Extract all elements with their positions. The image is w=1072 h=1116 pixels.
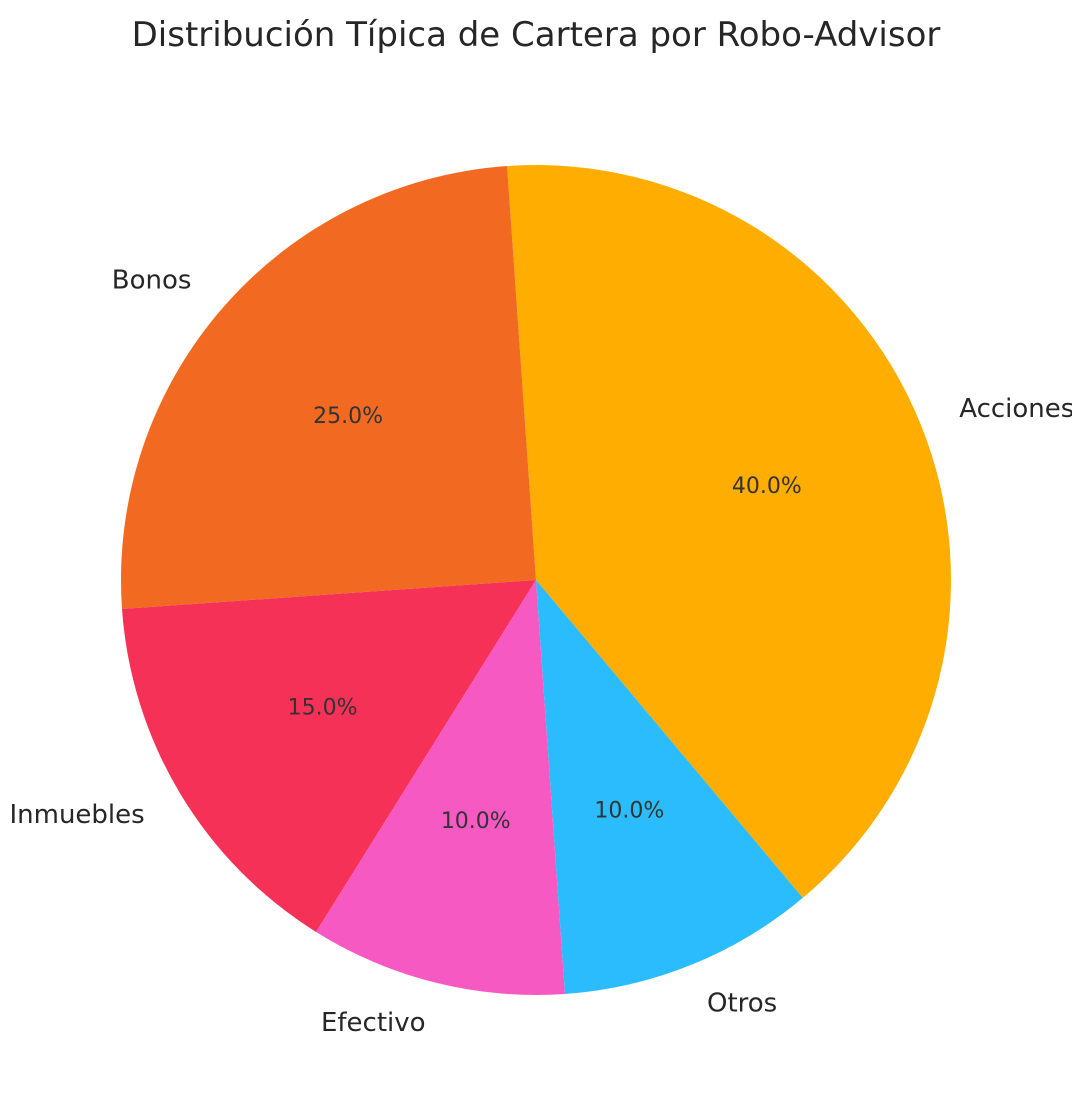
pie-slice-bonos xyxy=(120,166,536,609)
pct-label-efectivo: 10.0% xyxy=(441,809,511,834)
pie-slices xyxy=(120,165,951,995)
slice-label-acciones: Acciones xyxy=(959,394,1072,424)
pie-labels: 40.0% Acciones 25.0% Bonos 15.0% Inmuebles 10.… xyxy=(9,266,1072,1038)
pie-slice-acciones xyxy=(507,165,951,898)
slice-label-bonos: Bonos xyxy=(112,266,192,296)
slice-label-inmuebles: Inmuebles xyxy=(9,800,144,830)
pct-label-bonos: 25.0% xyxy=(313,404,383,429)
chart-title: Distribución Típica de Cartera por Robo-… xyxy=(132,15,941,55)
pct-label-acciones: 40.0% xyxy=(732,474,802,499)
pie-slice-inmuebles xyxy=(122,580,536,932)
pie-slice-efectivo xyxy=(316,580,565,995)
pct-label-inmuebles: 15.0% xyxy=(288,696,358,721)
pie-slice-otros xyxy=(536,580,803,994)
pct-label-otros: 10.0% xyxy=(594,798,664,823)
slice-label-otros: Otros xyxy=(707,988,777,1018)
slice-label-efectivo: Efectivo xyxy=(321,1008,426,1038)
